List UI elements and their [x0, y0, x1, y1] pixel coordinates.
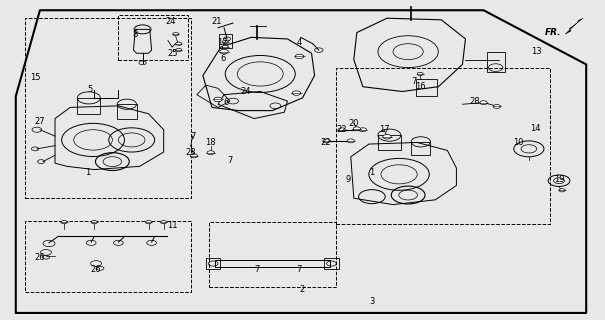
Bar [378, 135, 401, 150]
Circle shape [214, 97, 222, 102]
Text: 1: 1 [369, 168, 374, 177]
Bar [206, 258, 220, 269]
Text: 22: 22 [336, 125, 347, 134]
Text: 1: 1 [85, 168, 91, 177]
Text: 3: 3 [369, 297, 374, 306]
Circle shape [493, 105, 500, 108]
Circle shape [172, 33, 178, 36]
Bar [336, 68, 550, 224]
Bar [119, 15, 188, 60]
Circle shape [480, 101, 487, 105]
Circle shape [417, 72, 424, 76]
Text: 26: 26 [91, 265, 102, 275]
Text: 14: 14 [529, 124, 540, 132]
Text: 12: 12 [218, 38, 228, 47]
Circle shape [383, 134, 391, 139]
Text: 10: 10 [514, 138, 524, 147]
Circle shape [146, 220, 152, 224]
Text: 22: 22 [320, 138, 331, 147]
Circle shape [91, 220, 97, 224]
Polygon shape [565, 18, 583, 34]
Circle shape [353, 127, 361, 131]
Text: 24: 24 [166, 17, 176, 26]
Text: 15: 15 [30, 73, 41, 82]
Text: 11: 11 [168, 221, 178, 230]
Bar [209, 222, 336, 287]
Text: 13: 13 [531, 47, 542, 56]
Text: 17: 17 [379, 125, 389, 134]
Text: 7: 7 [190, 132, 195, 140]
Circle shape [161, 220, 167, 224]
Circle shape [222, 45, 228, 49]
Bar [117, 104, 137, 119]
Circle shape [207, 151, 214, 155]
Text: 19: 19 [554, 175, 564, 184]
Text: 7: 7 [255, 265, 260, 275]
Circle shape [295, 54, 304, 59]
Bar [77, 98, 100, 114]
Text: 28: 28 [469, 97, 480, 106]
Circle shape [222, 41, 228, 44]
Circle shape [220, 50, 228, 54]
Circle shape [338, 128, 345, 132]
Text: 27: 27 [34, 117, 45, 126]
Text: 6: 6 [220, 53, 226, 62]
Text: 5: 5 [87, 85, 93, 94]
Text: 18: 18 [206, 138, 216, 147]
Circle shape [347, 139, 355, 143]
Circle shape [61, 220, 67, 224]
Text: 20: 20 [348, 119, 359, 128]
Text: 9: 9 [345, 175, 350, 184]
Text: 16: 16 [415, 82, 425, 91]
Text: 7: 7 [411, 77, 417, 86]
Text: 24: 24 [240, 87, 250, 96]
Text: 25: 25 [168, 49, 178, 58]
Circle shape [190, 154, 197, 158]
Bar [219, 34, 232, 49]
Text: 26: 26 [34, 253, 45, 262]
Bar [25, 18, 191, 198]
Circle shape [559, 189, 565, 192]
Text: 7: 7 [227, 156, 233, 164]
Bar [25, 220, 191, 292]
Bar [416, 79, 437, 96]
Circle shape [323, 139, 330, 143]
Circle shape [292, 91, 301, 95]
Text: 23: 23 [186, 148, 196, 156]
Bar [411, 142, 431, 155]
Text: 6: 6 [223, 98, 229, 107]
Text: FR.: FR. [544, 28, 561, 37]
Bar [324, 258, 339, 269]
Circle shape [175, 49, 182, 52]
Text: 2: 2 [300, 284, 305, 293]
Text: 4: 4 [297, 38, 302, 47]
Text: 21: 21 [212, 17, 222, 26]
Circle shape [175, 42, 182, 45]
Text: 8: 8 [132, 30, 137, 39]
Circle shape [359, 128, 367, 132]
Text: 7: 7 [297, 265, 302, 275]
